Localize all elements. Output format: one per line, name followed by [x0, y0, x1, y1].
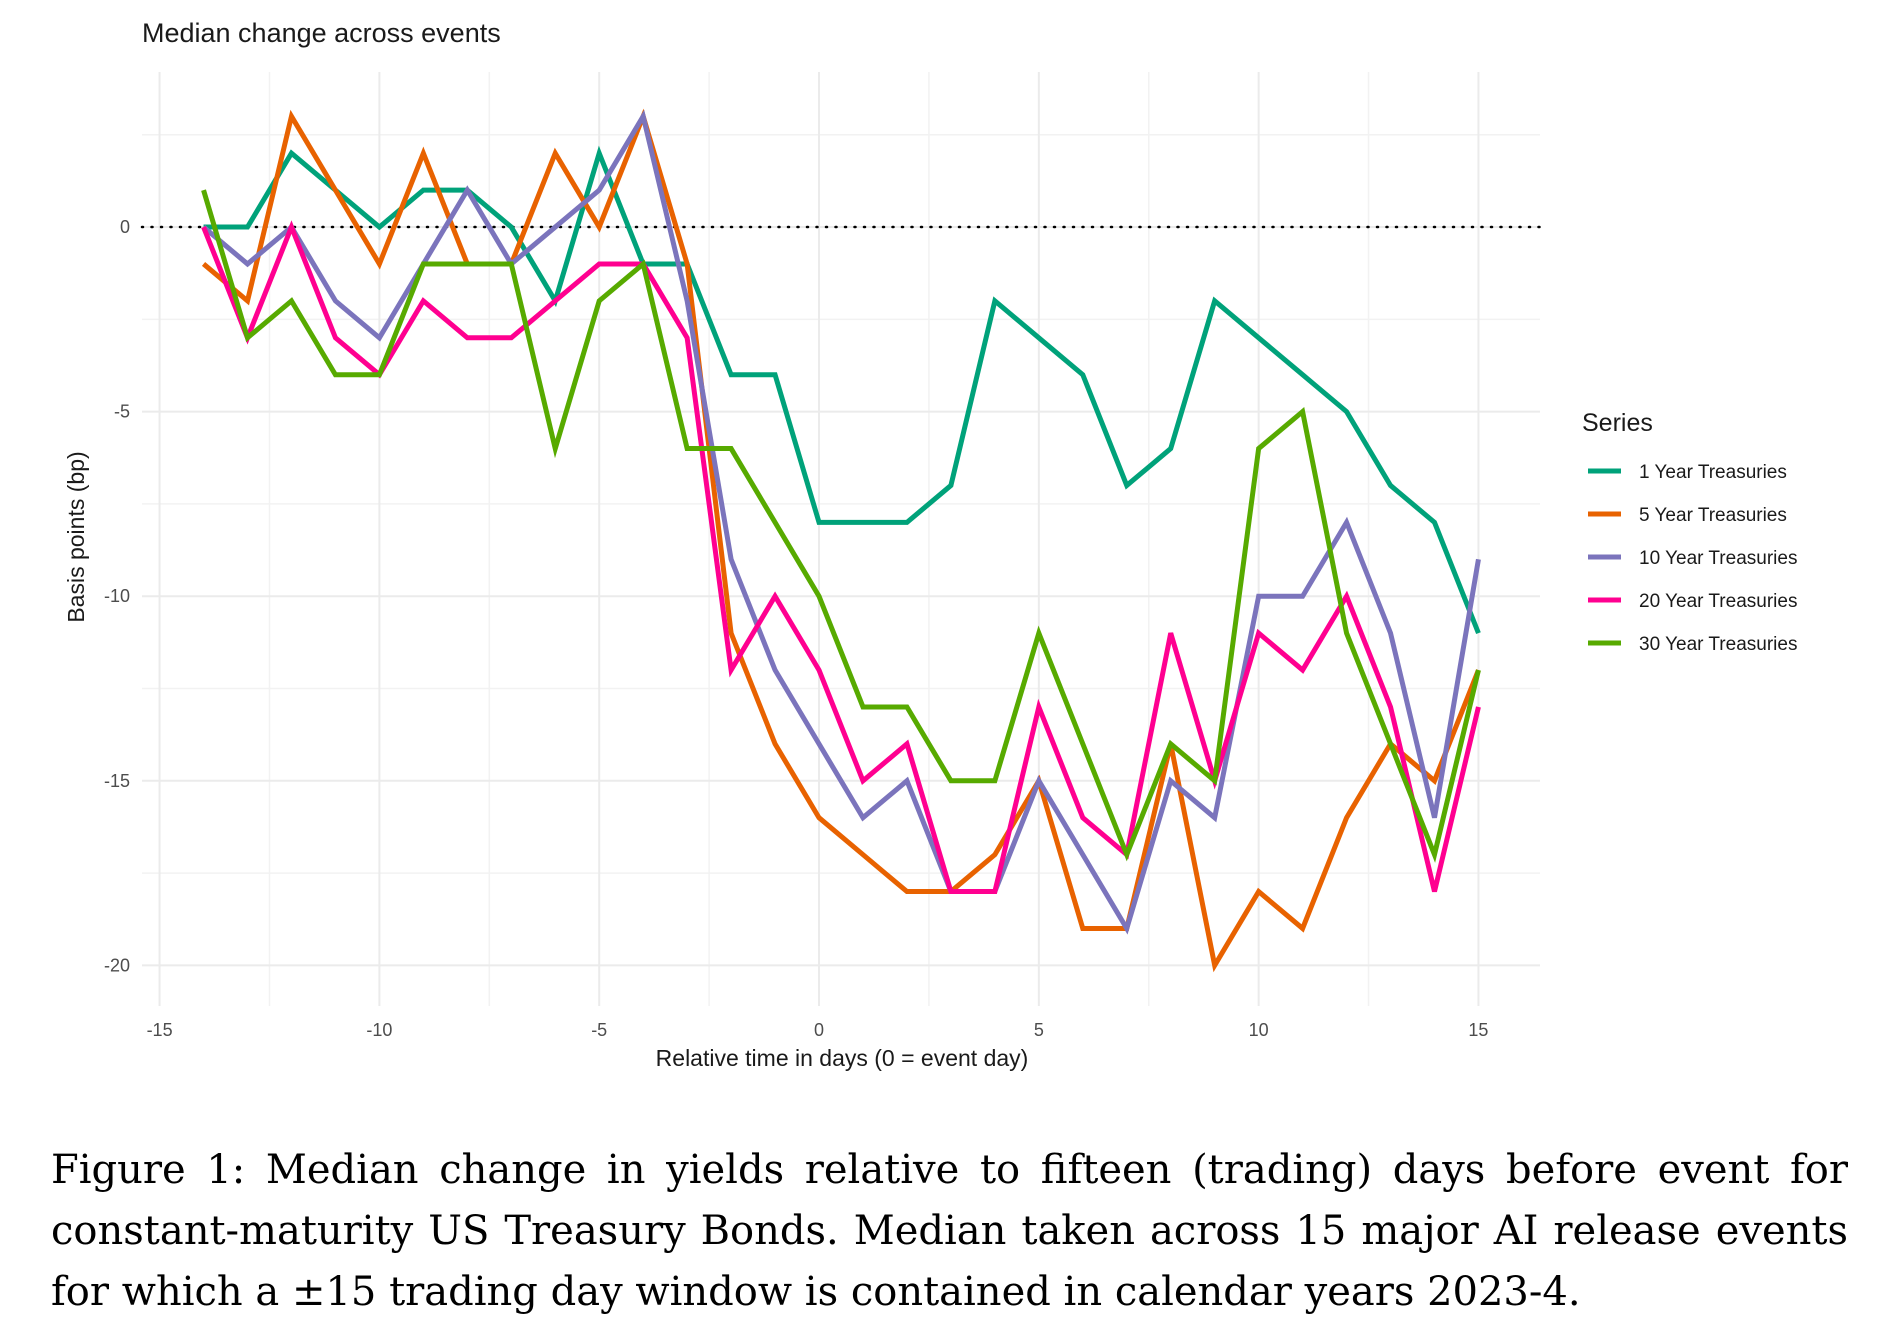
legend-label: 5 Year Treasuries — [1639, 505, 1787, 526]
x-tick-label: -15 — [147, 1020, 173, 1040]
x-axis-title: Relative time in days (0 = event day) — [656, 1045, 1029, 1071]
legend-title: Series — [1582, 409, 1653, 437]
x-tick-label: 0 — [814, 1020, 824, 1040]
x-tick-label: -10 — [366, 1020, 392, 1040]
x-tick-label: 5 — [1034, 1020, 1044, 1040]
series-line-2 — [201, 108, 1481, 973]
y-tick-label: -10 — [104, 586, 130, 606]
y-tick-label: 0 — [120, 217, 130, 237]
y-tick-label: -5 — [114, 402, 130, 422]
tick-labels: -15 -10 -5 0 5 10 15 0 -5 -10 -15 -20 — [104, 217, 1488, 1040]
legend-label: 20 Year Treasuries — [1639, 591, 1797, 612]
series-lines — [201, 108, 1481, 973]
y-tick-label: -20 — [104, 955, 130, 975]
legend-label: 10 Year Treasuries — [1639, 548, 1797, 569]
figure-caption: Figure 1: Median change in yields relati… — [51, 1140, 1848, 1323]
chart-title: Median change across events — [142, 18, 501, 48]
x-tick-label: -5 — [591, 1020, 607, 1040]
y-tick-label: -15 — [104, 771, 130, 791]
line-chart: Median change across events -15 -10 -5 0 5 10… — [63, 18, 1797, 1071]
legend-label: 30 Year Treasuries — [1639, 634, 1797, 655]
caption-line: constant-maturity US Treasury Bonds. Med… — [51, 1208, 1848, 1254]
series-line-4 — [201, 220, 1481, 895]
legend: Series 1 Year Treasuries 5 Year Treasurie… — [1582, 409, 1797, 655]
legend-label: 1 Year Treasuries — [1639, 462, 1787, 483]
x-tick-label: 15 — [1468, 1020, 1488, 1040]
series-line-1 — [203, 145, 1481, 635]
series-line-5 — [201, 189, 1481, 863]
grid — [140, 72, 1542, 1006]
x-tick-label: 10 — [1249, 1020, 1269, 1040]
y-axis-title: Basis points (bp) — [63, 451, 89, 622]
caption-line: for which a ±15 trading day window is co… — [51, 1269, 1581, 1315]
caption-line: Figure 1: Median change in yields relati… — [51, 1147, 1848, 1193]
